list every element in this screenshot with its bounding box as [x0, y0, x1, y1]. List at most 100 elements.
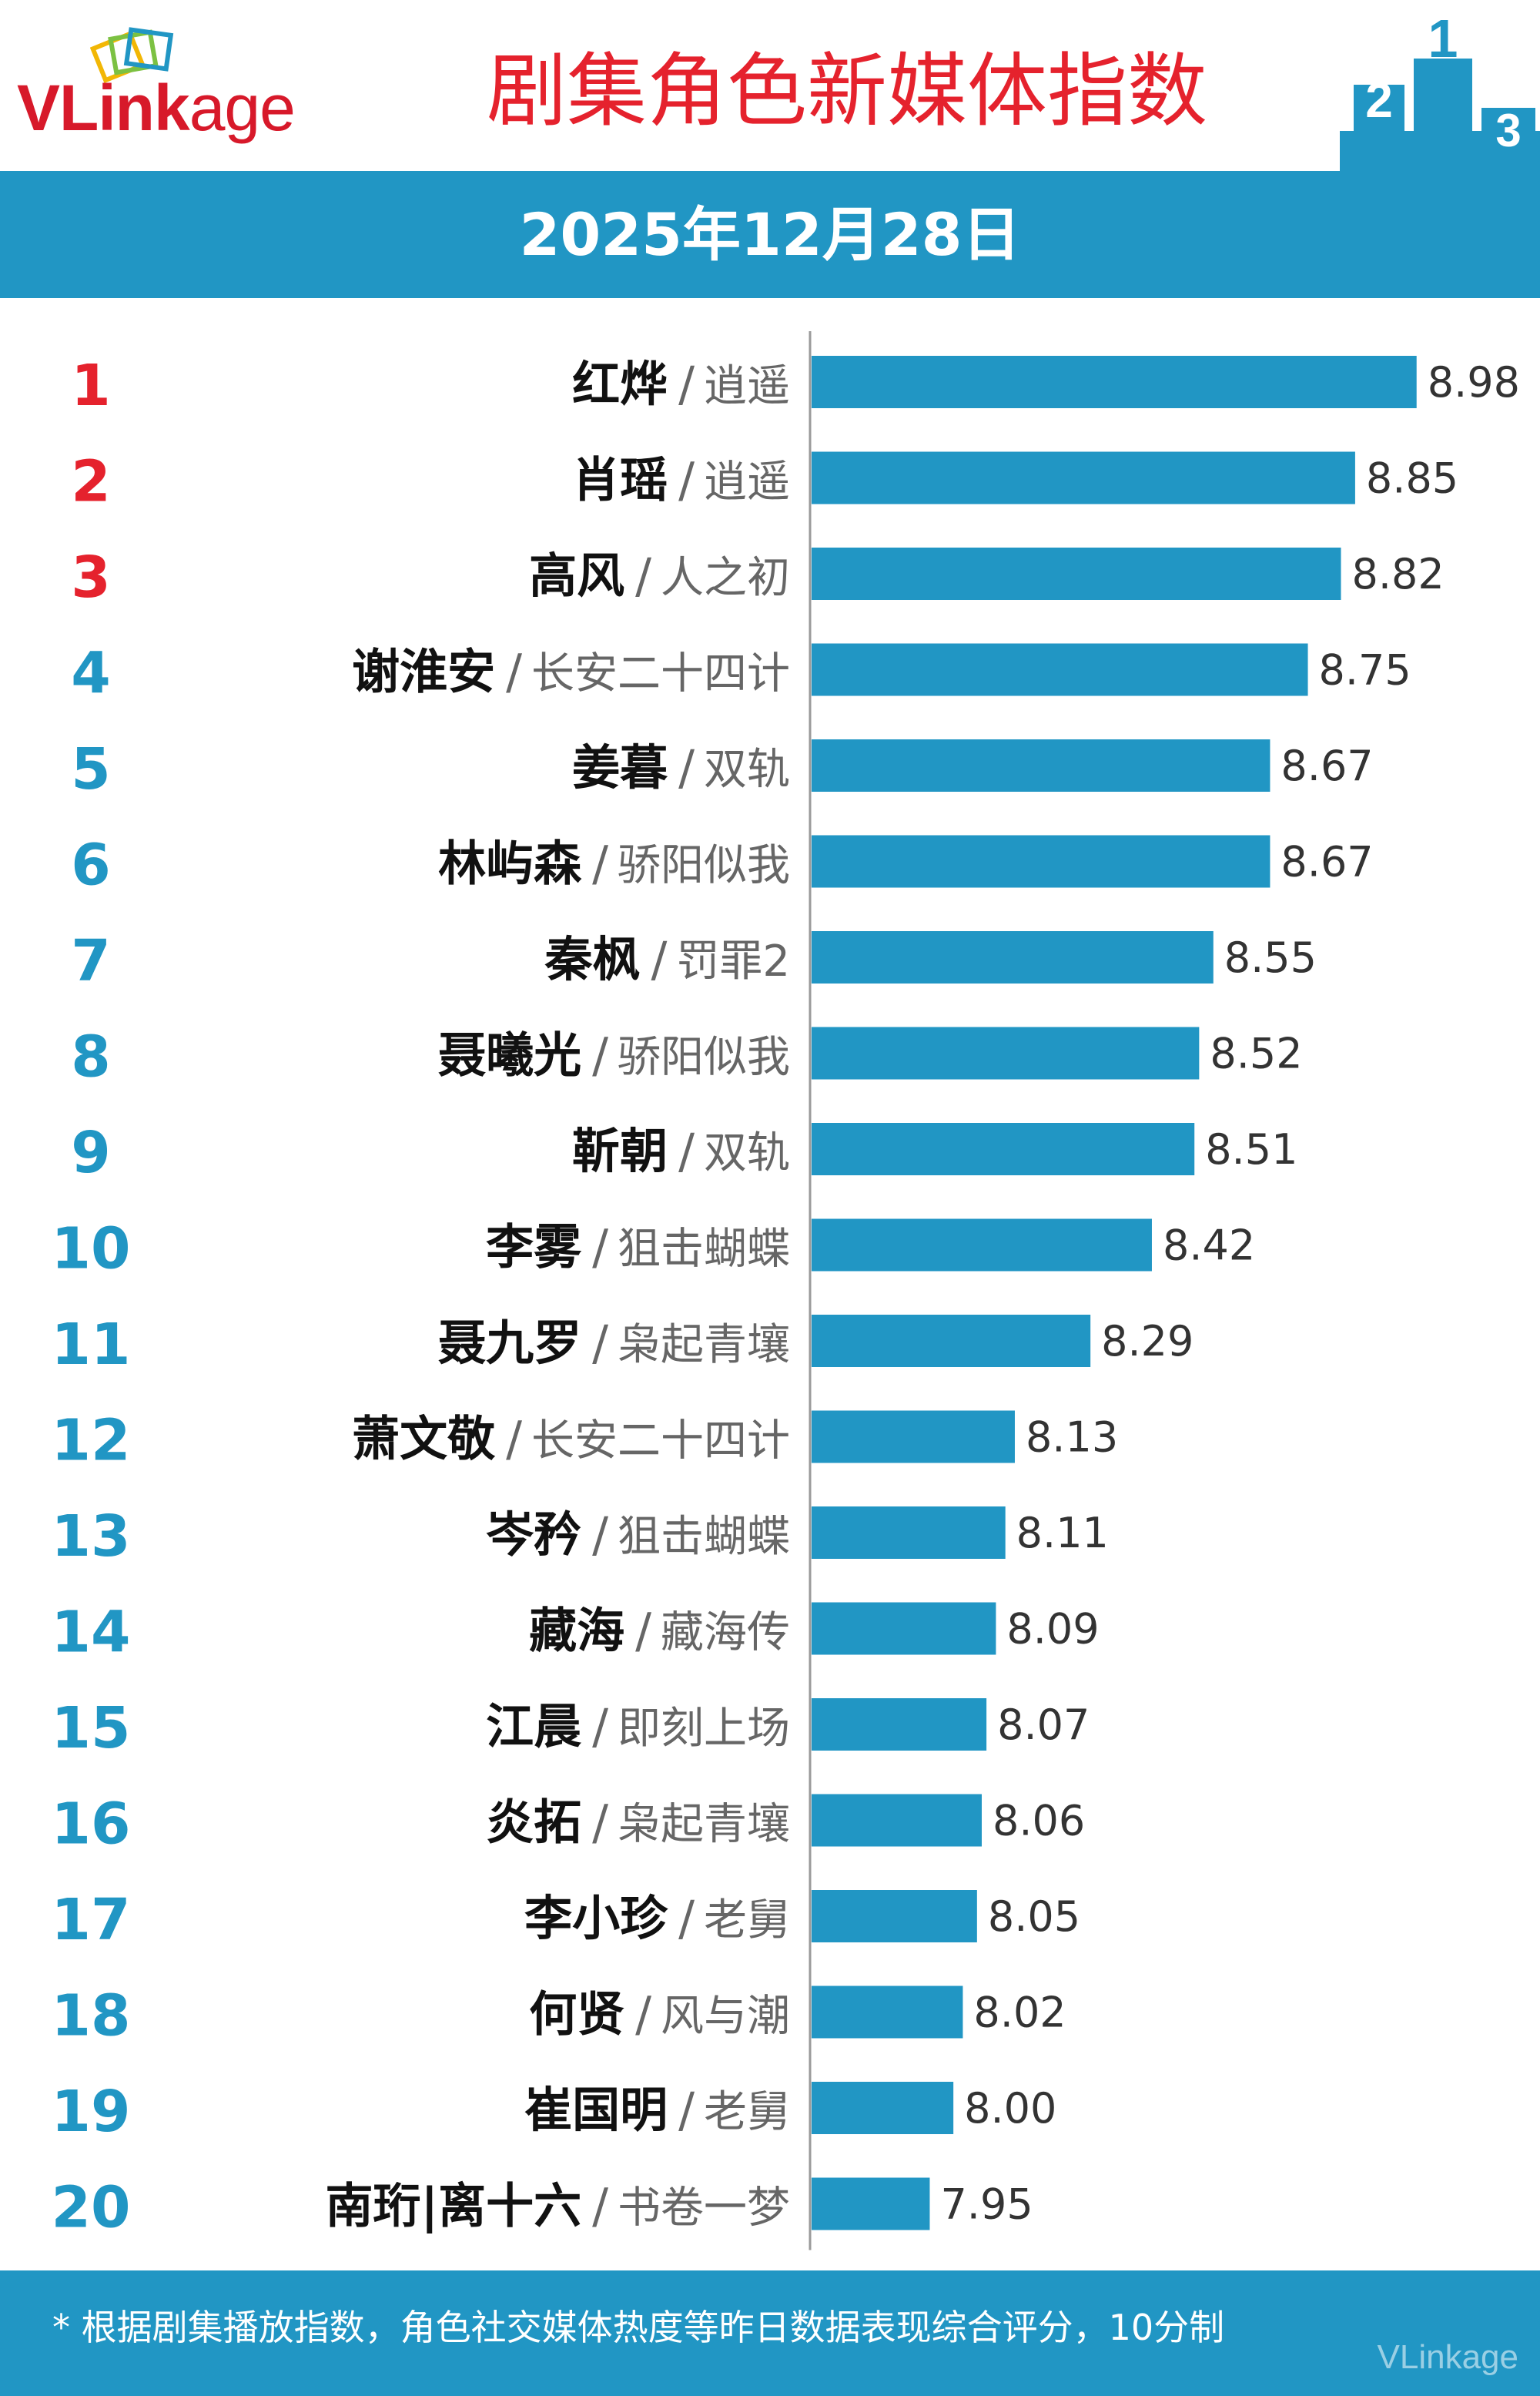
rank-number: 15 [52, 1695, 131, 1761]
vlinkage-logo: VLinkage [17, 23, 340, 154]
row-label: 红烨 / 逍遥 [572, 356, 790, 412]
bar [812, 451, 1355, 504]
rank-number: 6 [71, 833, 111, 899]
label-separator: / [678, 739, 695, 796]
drama-name: 罚罪2 [676, 937, 790, 987]
svg-text:3: 3 [1495, 105, 1521, 156]
drama-name: 双轨 [704, 1128, 790, 1178]
svg-text:2: 2 [1365, 72, 1393, 128]
value-label: 8.42 [1163, 1221, 1255, 1270]
value-label: 8.55 [1224, 933, 1317, 982]
rank-number: 9 [71, 1120, 111, 1186]
bar [812, 739, 1270, 792]
row-label: 聂曦光 / 骄阳似我 [438, 1027, 790, 1084]
role-name: 江晨 [486, 1698, 581, 1754]
row-label: 何贤 / 风与潮 [529, 1986, 790, 2042]
row-label: 炎拓 / 枭起青壤 [486, 1794, 790, 1851]
svg-text:1: 1 [1428, 15, 1458, 69]
bar [812, 1698, 987, 1751]
rank-number: 12 [52, 1408, 131, 1474]
bar [812, 1602, 996, 1655]
label-separator: / [592, 2178, 608, 2234]
logo-v: V [17, 72, 60, 144]
value-label: 8.67 [1281, 742, 1373, 790]
value-label: 8.51 [1205, 1125, 1297, 1174]
bar [812, 356, 1417, 408]
label-separator: / [635, 548, 651, 604]
drama-name: 长安二十四计 [531, 649, 790, 699]
drama-name: 枭起青壤 [618, 1800, 790, 1850]
value-label: 8.00 [964, 2084, 1056, 2133]
rank-number: 10 [52, 1216, 131, 1282]
label-separator: / [592, 836, 608, 892]
role-name: 秦枫 [544, 931, 640, 987]
role-name: 崔国明 [524, 2082, 668, 2138]
value-label: 8.52 [1210, 1030, 1302, 1078]
row-label: 南珩|离十六 / 书卷一梦 [325, 2178, 790, 2235]
value-label: 8.06 [993, 1797, 1085, 1845]
drama-name: 枭起青壤 [618, 1320, 790, 1370]
rank-number: 5 [71, 736, 111, 803]
rank-number: 3 [71, 545, 111, 611]
role-name: 南珩|离十六 [325, 2178, 581, 2235]
drama-name: 狙击蝴蝶 [618, 1512, 790, 1562]
rank-number: 17 [52, 1887, 131, 1953]
rank-number: 7 [71, 928, 111, 994]
value-label: 8.11 [1016, 1509, 1109, 1557]
date-band: 2025年12月28日 [0, 171, 1540, 298]
row-label: 肖瑶 / 逍遥 [572, 452, 790, 508]
ranking-chart: 1 红烨 / 逍遥 8.982 肖瑶 / 逍遥 8.853 高风 / 人之初 8.824 谢淮安 / 长安二十… [52, 331, 1520, 2250]
drama-name: 逍遥 [704, 457, 790, 508]
label-separator: / [635, 1603, 651, 1659]
role-name: 萧文敬 [352, 1411, 496, 1467]
label-separator: / [592, 1698, 608, 1754]
row-label: 江晨 / 即刻上场 [486, 1698, 790, 1754]
value-label: 8.85 [1366, 454, 1458, 503]
label-separator: / [678, 2082, 695, 2138]
bar [812, 1506, 1006, 1559]
rank-number: 1 [71, 353, 111, 419]
row-label: 萧文敬 / 长安二十四计 [352, 1411, 790, 1467]
rank-number: 19 [52, 2079, 131, 2145]
value-label: 7.95 [940, 2180, 1033, 2229]
bar [812, 1985, 963, 2039]
row-label: 岑矜 / 狙击蝴蝶 [486, 1506, 790, 1563]
date-label: 2025年12月28日 [519, 200, 1021, 269]
role-name: 何贤 [529, 1986, 624, 2042]
row-label: 崔国明 / 老舅 [524, 2082, 790, 2138]
role-name: 藏海 [529, 1603, 624, 1659]
rank-number: 20 [52, 2175, 131, 2241]
bar [812, 1410, 1015, 1463]
bar [812, 643, 1308, 696]
rank-number: 4 [71, 641, 111, 707]
role-name: 肖瑶 [572, 452, 668, 508]
drama-name: 书卷一梦 [618, 2183, 790, 2233]
drama-name: 风与潮 [661, 1992, 790, 2042]
role-name: 红烨 [572, 356, 668, 412]
drama-name: 骄阳似我 [618, 841, 790, 891]
role-name: 炎拓 [486, 1794, 581, 1851]
rank-number: 13 [52, 1503, 131, 1570]
row-label: 高风 / 人之初 [529, 548, 790, 604]
row-label: 姜暮 / 双轨 [572, 739, 790, 796]
drama-name: 人之初 [661, 553, 790, 603]
bar [812, 1315, 1091, 1367]
role-name: 聂九罗 [438, 1315, 581, 1371]
row-label: 聂九罗 / 枭起青壤 [438, 1315, 790, 1371]
bar [812, 2177, 930, 2230]
rank-number: 8 [71, 1024, 111, 1091]
rank-number: 11 [52, 1312, 131, 1378]
row-label: 靳朝 / 双轨 [572, 1123, 790, 1179]
page-title: 剧集角色新媒体指数 [486, 44, 1207, 138]
rank-number: 14 [52, 1600, 131, 1666]
logo-text: VLinkage [17, 71, 296, 146]
podium-icon: 2 1 3 [1340, 15, 1540, 171]
role-name: 林屿森 [438, 836, 582, 892]
bar [812, 931, 1214, 984]
drama-name: 即刻上场 [618, 1704, 790, 1754]
footer: * 根据剧集播放指数，角色社交媒体热度等昨日数据表现综合评分，10分制 VLin… [0, 2270, 1540, 2396]
logo-link: Link [59, 72, 190, 144]
label-separator: / [678, 1123, 695, 1179]
bar [812, 1027, 1200, 1080]
